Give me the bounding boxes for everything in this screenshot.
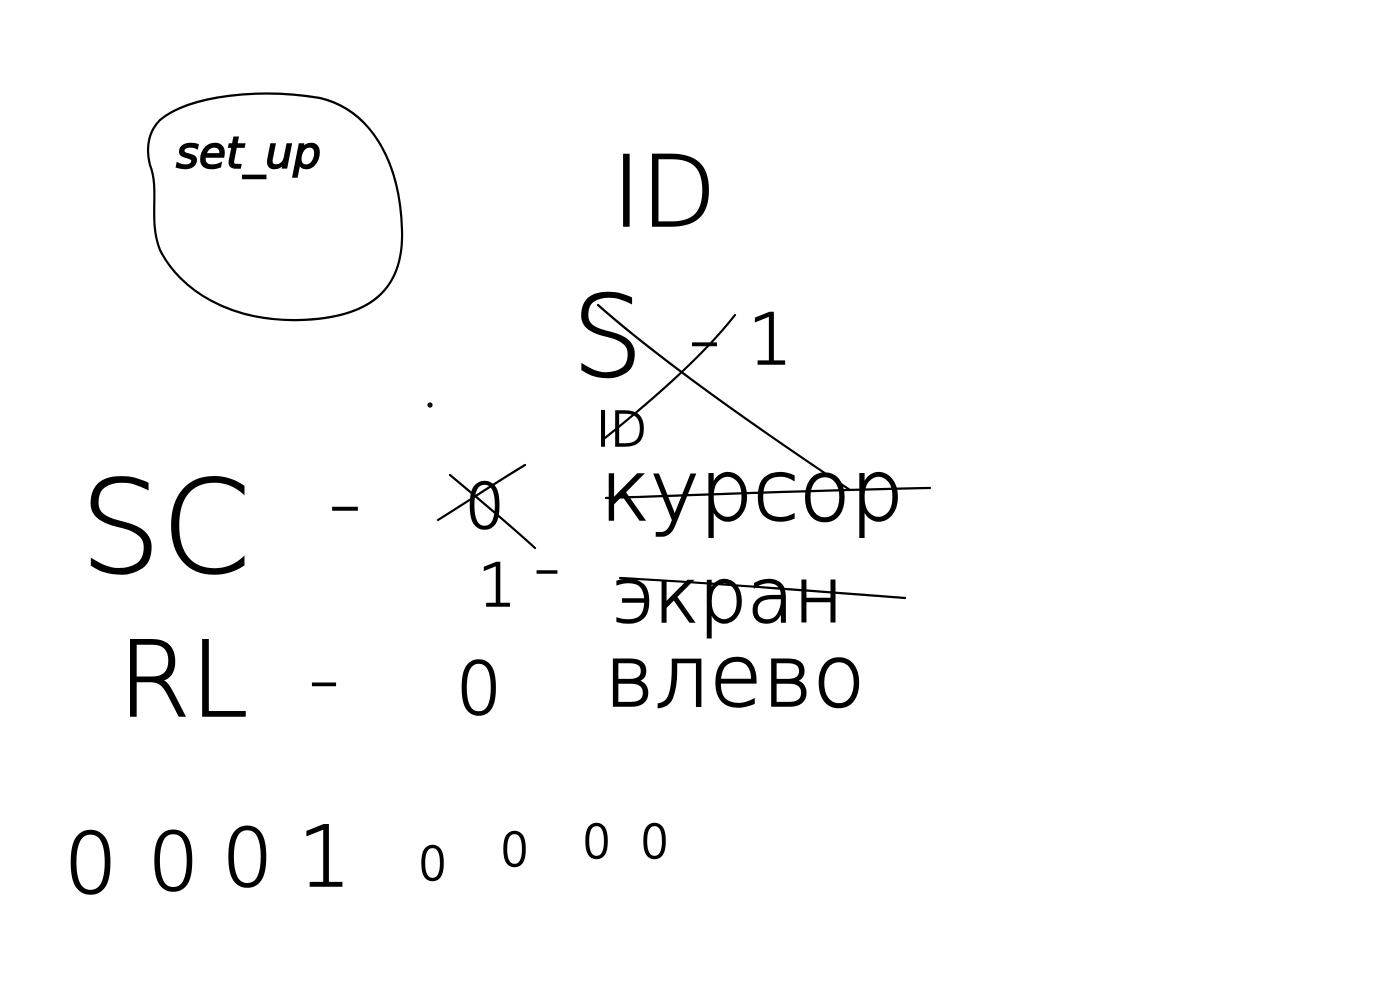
sc-line: SC – 0 курсор 1 – экран bbox=[79, 441, 932, 641]
setup-bubble-outline bbox=[146, 92, 404, 322]
id-header-text: ID bbox=[612, 136, 716, 250]
s-symbol: S bbox=[572, 273, 643, 403]
binary-small-digit: 0 bbox=[418, 837, 447, 891]
sc-old-value-crossout-2 bbox=[448, 473, 537, 550]
sc-new-meaning-crossout bbox=[618, 576, 907, 600]
s-value: 1 bbox=[748, 299, 793, 381]
sc-old-value-crossout bbox=[436, 463, 527, 522]
binary-small-digit: 0 bbox=[582, 815, 611, 869]
binary-big-digit: 0 bbox=[222, 812, 273, 905]
binary-big-digit: 0 bbox=[148, 816, 199, 909]
s-line-crossout-2 bbox=[603, 313, 737, 440]
rl-value: 0 bbox=[456, 647, 502, 731]
binary-small-digit: 0 bbox=[640, 815, 669, 869]
sc-new-value: 1 bbox=[478, 551, 516, 621]
s-line-crossout-1 bbox=[596, 303, 852, 492]
s-line: S – 1 bbox=[571, 272, 852, 492]
id-small: ID bbox=[595, 401, 648, 459]
id-small-text: ID bbox=[596, 402, 647, 458]
sc-old-meaning: курсор bbox=[600, 442, 904, 540]
rl-meaning: влево bbox=[604, 627, 865, 727]
sc-dash: – bbox=[330, 470, 360, 540]
sc-symbol: SC bbox=[80, 454, 251, 603]
binary-big-digit: 1 bbox=[298, 808, 351, 906]
id-header: ID bbox=[611, 135, 717, 251]
sc-new-dash: – bbox=[535, 541, 559, 597]
sc-old-meaning-crossout bbox=[604, 486, 932, 500]
stray-dot bbox=[427, 402, 433, 408]
setup-bubble: set_up bbox=[146, 92, 404, 322]
rl-line: RL – 0 влево bbox=[117, 618, 866, 742]
sc-new-meaning: экран bbox=[612, 551, 843, 640]
binary-row: 0 0 0 1 0 0 0 0 bbox=[63, 807, 670, 914]
rl-dash: – bbox=[310, 649, 338, 714]
binary-small-digit: 0 bbox=[500, 823, 529, 877]
setup-bubble-label: set_up bbox=[176, 128, 321, 179]
binary-big-digit: 0 bbox=[64, 815, 117, 913]
rl-symbol: RL bbox=[118, 619, 248, 741]
